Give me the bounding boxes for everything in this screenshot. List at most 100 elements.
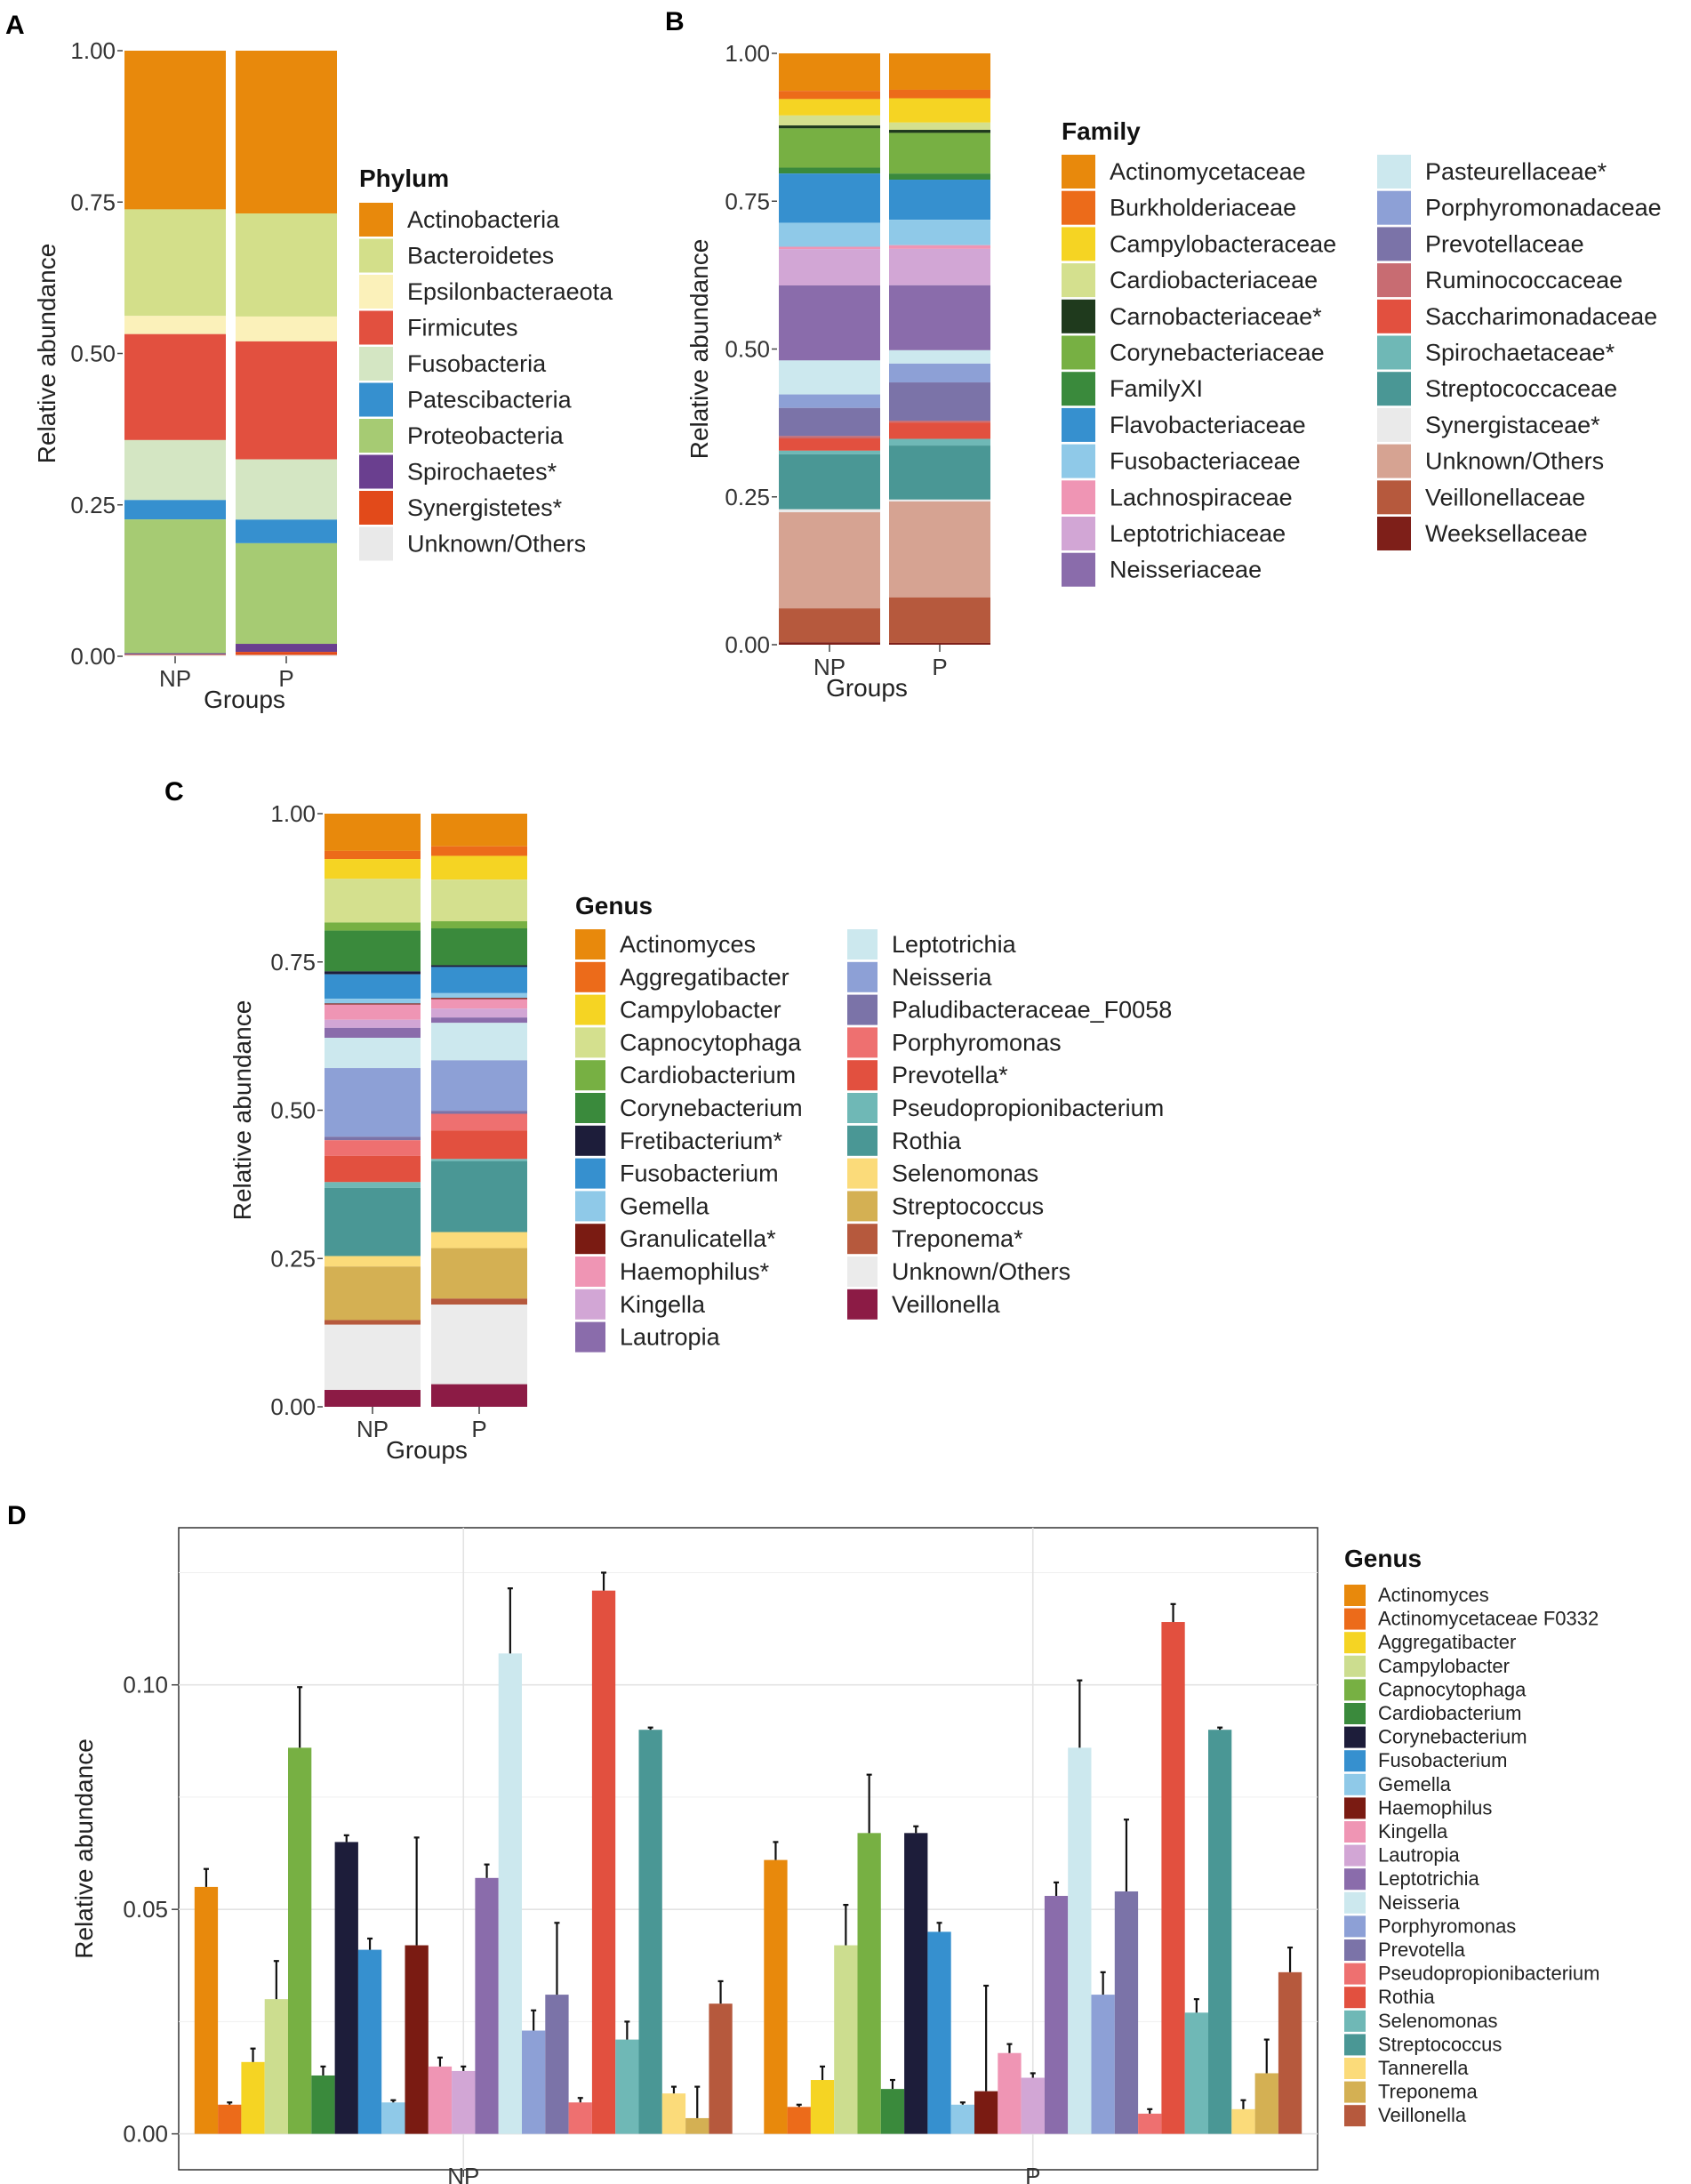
legend-label-pasteurellaceae: Pasteurellaceae* — [1425, 158, 1607, 185]
legend-swatch-campylobacter — [575, 994, 605, 1025]
bar-segment-p-lautropia — [431, 1017, 527, 1024]
bar-segment-np-actinomyces — [325, 814, 421, 851]
bar-np-haemophilus — [405, 1945, 429, 2134]
legend-swatch-fusobacterium — [1344, 1750, 1366, 1772]
bar-segment-p-neisseria — [431, 1060, 527, 1112]
bar-p-pseudopropionibacterium — [1138, 2113, 1162, 2134]
legend-swatch-actinomycetaceae — [1062, 155, 1095, 189]
legend-swatch-saccharimonadaceae — [1377, 299, 1411, 333]
legend-swatch-porphyromonas — [1344, 1915, 1366, 1938]
legend-swatch-familyxi — [1062, 372, 1095, 406]
legend-label-bacteroidetes: Bacteroidetes — [407, 243, 554, 269]
bar-segment-p-cardiobacteriaceae — [889, 122, 990, 131]
legend-swatch-prevotella — [847, 1060, 878, 1091]
legend-swatch-pasteurellaceae — [1377, 155, 1411, 189]
legend-label-unknown-others: Unknown/Others — [1425, 448, 1604, 475]
x-tick-label: P — [278, 665, 293, 692]
bar-p-gemella — [950, 2104, 974, 2134]
y-tick-label: 0.25 — [70, 492, 116, 518]
bar-segment-p-unknown-others — [431, 1305, 527, 1385]
y-tick-label: 1.00 — [270, 800, 316, 827]
bar-segment-p-kingella — [431, 1008, 527, 1018]
bar-segment-p-fusobacteria — [236, 459, 337, 520]
panel-b: 0.00 0.25 0.50 0.75 1.00 NP P Groups Relative ab… — [685, 40, 1662, 702]
bar-segment-p-actinobacteria — [236, 51, 337, 213]
bar-np-leptotrichia — [475, 1877, 499, 2134]
legend-label-corynebacteriaceae: Corynebacteriaceae — [1110, 340, 1325, 366]
bar-segment-p-synergistaceae — [889, 499, 990, 502]
y-tick-label: 0.25 — [725, 484, 770, 510]
legend-swatch-lautropia — [575, 1321, 605, 1353]
bar-segment-p-carnobacteriaceae — [889, 130, 990, 133]
legend-label-porphyromonas: Porphyromonas — [892, 1029, 1062, 1056]
legend-swatch-porphyromonadaceae — [1377, 190, 1411, 225]
bar-p-actinomycetaceae-f0332 — [787, 2107, 811, 2134]
bar-np-corynebacterium — [334, 1842, 358, 2134]
bar-segment-np-pseudopropionibacterium — [325, 1182, 421, 1188]
bar-segment-p-actinomycetaceae — [889, 53, 990, 90]
legend-label-tannerella: Tannerella — [1378, 2057, 1469, 2079]
bar-segment-p-fusobacterium — [431, 967, 527, 993]
bar-p-porphyromonas — [1091, 1995, 1115, 2134]
bar-segment-np-porphyromonas — [325, 1140, 421, 1156]
legend-swatch-neisseriaceae — [1062, 552, 1095, 587]
legend-label-actinomyces: Actinomyces — [620, 931, 756, 958]
bar-np-tannerella — [661, 2093, 686, 2134]
legend-label-treponema: Treponema* — [892, 1225, 1023, 1252]
bar-segment-np-synergistaceae — [779, 509, 880, 513]
legend-swatch-unknown-others — [847, 1257, 878, 1287]
bar-p-lautropia — [1021, 2077, 1045, 2134]
x-axis-title: Groups — [386, 1436, 468, 1464]
legend-label-campylobacter: Campylobacter — [1378, 1655, 1510, 1677]
bar-p-aggregatibacter — [810, 2080, 835, 2134]
x-tick-label: NP — [357, 1416, 389, 1442]
legend-swatch-treponema — [847, 1224, 878, 1255]
legend-swatch-streptococcus — [1344, 2034, 1366, 2056]
bar-segment-np-streptococcus — [325, 1266, 421, 1321]
legend-swatch-actinobacteria — [359, 203, 393, 237]
bar-segment-p-veillonellaceae — [889, 597, 990, 643]
legend-swatch-kingella — [575, 1289, 605, 1320]
bar-segment-np-rothia — [325, 1187, 421, 1257]
legend-swatch-granulicatella — [575, 1224, 605, 1255]
bar-np-gemella — [381, 2102, 405, 2134]
legend-swatch-cardiobacterium — [1344, 1703, 1366, 1724]
legend-swatch-corynebacterium — [1344, 1726, 1366, 1748]
bar-np-capnocytophaga — [288, 1747, 312, 2134]
bar-segment-p-saccharimonadaceae — [889, 422, 990, 439]
bar-segment-np-lachnospiraceae — [779, 246, 880, 250]
bar-segment-p-epsilonbacteraeota — [236, 316, 337, 341]
legend-swatch-carnobacteriaceae — [1062, 299, 1095, 333]
bar-segment-p-streptococcaceae — [889, 446, 990, 500]
legend-swatch-prevotellaceae — [1377, 227, 1411, 261]
bar-segment-np-ruminococcaceae — [779, 436, 880, 439]
x-tick-label: NP — [813, 654, 846, 680]
legend-label-flavobacteriaceae: Flavobacteriaceae — [1110, 412, 1306, 438]
bar-segment-np-synergistetes — [124, 654, 226, 655]
legend-label-lachnospiraceae: Lachnospiraceae — [1110, 484, 1293, 510]
bar-segment-np-unknown-others — [325, 1324, 421, 1391]
legend-label-ruminococcaceae: Ruminococcaceae — [1425, 267, 1623, 293]
legend-swatch-aggregatibacter — [1344, 1632, 1366, 1654]
legend-label-campylobacter: Campylobacter — [620, 997, 781, 1024]
bar-segment-np-kingella — [325, 1019, 421, 1028]
legend-label-spirochaetes: Spirochaetes* — [407, 459, 557, 486]
legend-label-neisseriaceae: Neisseriaceae — [1110, 557, 1262, 583]
y-tick-label: 0.25 — [270, 1245, 316, 1272]
bar-segment-np-veillonellaceae — [779, 608, 880, 643]
legend-swatch-synergistetes — [359, 491, 393, 525]
legend-swatch-tannerella — [1344, 2058, 1366, 2079]
bar-segment-np-paludibacteraceae-f0058 — [325, 1136, 421, 1141]
legend-swatch-fusobacteria — [359, 347, 393, 381]
legend-swatch-haemophilus — [1344, 1797, 1366, 1819]
legend-label-prevotella: Prevotella — [1378, 1939, 1466, 1961]
legend-swatch-capnocytophaga — [575, 1027, 605, 1058]
bar-p-corynebacterium — [904, 1833, 928, 2134]
bar-segment-np-fretibacterium — [325, 971, 421, 975]
legend-swatch-actinomyces — [575, 929, 605, 960]
bar-segment-p-veillonella — [431, 1384, 527, 1407]
bar-segment-np-granulicatella — [325, 1003, 421, 1005]
legend-label-selenomonas: Selenomonas — [1378, 2010, 1498, 2032]
bar-segment-p-paludibacteraceae-f0058 — [431, 1111, 527, 1114]
y-tick-label: 0.50 — [270, 1097, 316, 1124]
